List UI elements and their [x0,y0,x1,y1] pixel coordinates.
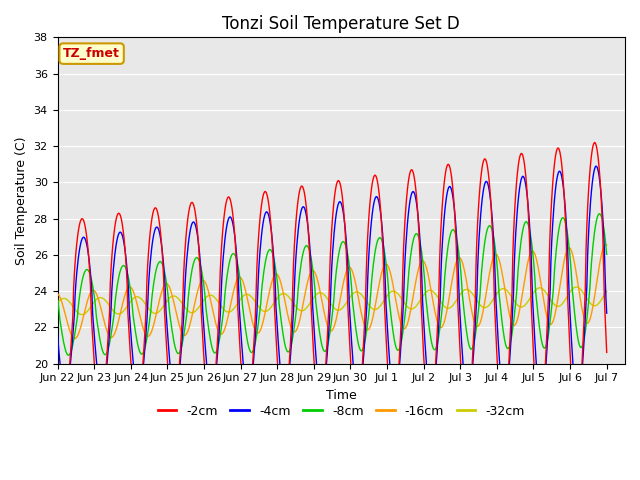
-8cm [375,235,383,241]
-32cm [245,292,253,298]
-8cm [86,273,94,278]
-2cm [374,184,382,190]
-8cm [195,256,202,262]
-32cm [17,300,25,306]
-32cm [408,306,416,312]
-16cm [602,241,610,247]
-4cm [374,197,382,203]
-16cm [408,300,416,306]
-4cm [193,232,201,238]
X-axis label: Time: Time [326,389,356,402]
-8cm [17,298,25,304]
Line: -32cm: -32cm [21,287,607,315]
Line: -8cm: -8cm [21,214,607,356]
-32cm [86,304,94,310]
-4cm [223,226,230,231]
-8cm [245,346,253,352]
-4cm [592,163,600,169]
-32cm [572,284,580,290]
-32cm [603,288,611,294]
-8cm [596,211,604,216]
-32cm [375,304,383,310]
-32cm [223,309,231,315]
-16cm [375,282,383,288]
Line: -16cm: -16cm [21,244,607,340]
Text: TZ_fmet: TZ_fmet [63,47,120,60]
-2cm [591,140,598,145]
-2cm [603,349,611,355]
-32cm [195,305,202,311]
-2cm [17,359,25,365]
-4cm [603,310,611,316]
-4cm [86,262,93,268]
-4cm [574,399,582,405]
-4cm [407,192,415,198]
-16cm [17,294,25,300]
-16cm [245,305,253,311]
-2cm [244,408,252,414]
-2cm [407,167,415,173]
-8cm [408,244,416,250]
Legend: -2cm, -4cm, -8cm, -16cm, -32cm: -2cm, -4cm, -8cm, -16cm, -32cm [153,400,530,423]
-32cm [42,312,49,318]
-4cm [17,334,25,339]
-2cm [223,199,230,204]
-8cm [223,273,231,278]
Line: -2cm: -2cm [21,143,607,425]
-16cm [34,337,42,343]
-4cm [244,393,252,398]
Y-axis label: Soil Temperature (C): Soil Temperature (C) [15,136,28,265]
-2cm [572,422,580,428]
Line: -4cm: -4cm [21,166,607,402]
-16cm [223,318,231,324]
-2cm [193,227,201,233]
-16cm [603,242,611,248]
-8cm [28,353,35,359]
-2cm [86,268,93,274]
Title: Tonzi Soil Temperature Set D: Tonzi Soil Temperature Set D [222,15,460,33]
-16cm [86,290,94,296]
-16cm [195,287,202,292]
-8cm [603,252,611,257]
